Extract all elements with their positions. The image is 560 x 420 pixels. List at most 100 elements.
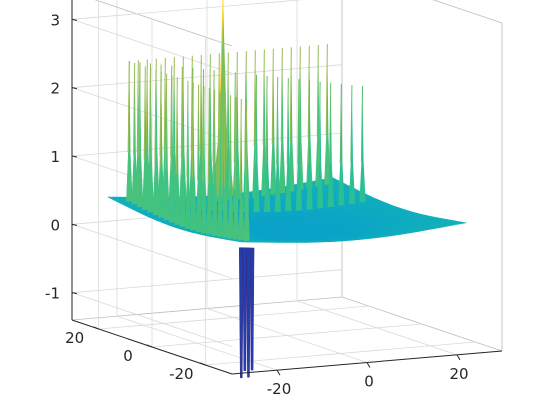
spike-edge	[127, 61, 130, 153]
trough-spike	[246, 247, 251, 378]
x-tick	[456, 354, 461, 361]
spike-edge	[181, 79, 184, 176]
spike-edge	[271, 48, 274, 144]
spike	[253, 74, 260, 213]
spike-body	[158, 71, 165, 218]
spike-body	[274, 77, 281, 212]
spike	[152, 70, 160, 216]
spike	[195, 84, 202, 233]
spike-edge	[202, 86, 205, 182]
spike	[158, 71, 165, 218]
spike-edge	[154, 70, 157, 165]
trough	[239, 247, 255, 379]
spike-edge	[329, 82, 332, 164]
surface-patch	[451, 221, 467, 225]
spike-body	[131, 62, 138, 205]
spike	[211, 89, 218, 236]
x-tick	[366, 362, 371, 368]
spike	[179, 79, 186, 227]
spike-body	[243, 100, 250, 242]
spike-edge	[276, 77, 279, 165]
spike-edge	[265, 75, 268, 165]
spike-edge	[253, 50, 256, 147]
spike-edge	[136, 60, 139, 153]
spike	[279, 48, 286, 194]
spike-edge	[239, 98, 242, 191]
spike-body	[359, 86, 366, 203]
spike-body	[206, 88, 213, 235]
axes	[71, 0, 503, 376]
spike-edge	[172, 57, 175, 152]
spike-body	[348, 85, 356, 205]
spike-body	[163, 73, 170, 221]
spike	[142, 66, 149, 211]
spike-body	[288, 47, 295, 192]
spike-body	[227, 95, 234, 239]
spike-body	[306, 80, 313, 210]
spike-edge	[138, 64, 141, 158]
tick-labels: -20 0 20 20 0 -20 3 2 1 0 -1	[45, 11, 469, 398]
spike-edge	[229, 95, 232, 189]
spike-body	[190, 82, 197, 231]
spike	[317, 81, 324, 209]
spike-body	[200, 86, 208, 234]
x-tick-label: -20	[267, 380, 292, 398]
spike-body	[174, 77, 181, 225]
spike	[168, 75, 176, 223]
spike-edge	[163, 57, 166, 152]
spike-edge	[350, 84, 353, 163]
spike	[174, 77, 181, 225]
spike-edge	[280, 48, 283, 143]
spike-body	[270, 48, 277, 195]
trough-spike	[242, 247, 248, 371]
spike-edge	[245, 100, 248, 192]
y-tick-label: -20	[169, 365, 194, 383]
spike-body	[184, 80, 192, 229]
spike	[184, 80, 192, 229]
spike-edge	[197, 84, 200, 181]
spike-body	[285, 78, 292, 212]
spike	[243, 100, 250, 242]
z-tick	[71, 223, 78, 226]
spike	[232, 97, 240, 240]
y-grid-line	[151, 323, 423, 348]
spike-edge	[165, 73, 168, 170]
spike	[200, 86, 208, 234]
spike-edge	[186, 80, 189, 178]
trough-spike	[239, 247, 244, 379]
spike-edge	[133, 62, 136, 155]
spike-body	[238, 98, 245, 241]
spike-body	[126, 61, 133, 202]
spike-body	[152, 70, 160, 216]
spike-body	[253, 74, 260, 213]
box-edge	[432, 0, 503, 24]
spike-edge	[145, 59, 148, 153]
spike	[163, 73, 170, 221]
spike-body	[279, 48, 286, 194]
spike-edge	[286, 78, 289, 165]
surface	[107, 0, 467, 379]
spike-edge	[159, 71, 162, 167]
x-tick-label: 0	[364, 373, 374, 391]
z-tick-label: -1	[45, 285, 60, 303]
z-tick-label: 1	[50, 148, 60, 166]
spike-body	[142, 66, 149, 211]
spike-edge	[143, 66, 146, 160]
spike-edge	[212, 70, 215, 162]
spike-edge	[213, 89, 216, 185]
spike-edge	[170, 75, 173, 172]
spike-body	[179, 79, 186, 227]
spike-edge	[223, 93, 226, 188]
spike-edge	[218, 91, 221, 187]
y-grid-line	[205, 341, 476, 366]
spike-body	[338, 83, 345, 206]
spike-edge	[316, 44, 319, 137]
spike-edge	[191, 82, 194, 179]
spike-edge	[318, 81, 321, 165]
spike-edge	[207, 88, 210, 184]
spike-body	[264, 75, 271, 213]
spike-body	[168, 75, 176, 223]
spike-body	[317, 81, 324, 209]
spike-body	[216, 91, 224, 238]
